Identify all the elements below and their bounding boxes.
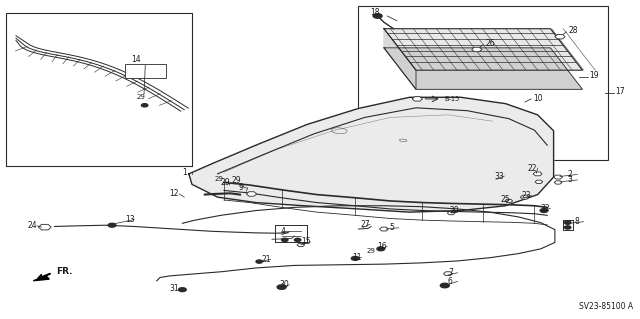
Circle shape [377,247,385,251]
Text: 29: 29 [232,176,241,185]
Text: B-15: B-15 [445,96,460,102]
Text: 16: 16 [378,242,387,251]
Polygon shape [554,175,563,179]
Text: 32: 32 [541,204,550,213]
Text: 2: 2 [568,170,572,179]
Text: 10: 10 [533,94,543,103]
Polygon shape [384,48,582,89]
Circle shape [564,226,571,229]
Polygon shape [472,47,482,52]
Text: 15: 15 [301,237,310,246]
Polygon shape [444,272,452,276]
Circle shape [108,223,116,227]
Circle shape [564,221,571,224]
Text: 13: 13 [125,215,134,224]
Text: 31: 31 [170,284,179,293]
Text: 19: 19 [589,71,598,80]
Text: 17: 17 [616,87,625,96]
Bar [6,13,192,166]
Text: 14: 14 [131,56,141,64]
Circle shape [294,238,301,241]
Text: 7: 7 [448,268,453,277]
Polygon shape [520,195,529,199]
Circle shape [540,209,548,212]
Circle shape [277,285,286,289]
Polygon shape [38,224,51,230]
Text: 23: 23 [522,191,531,200]
Text: 20: 20 [450,206,460,215]
Polygon shape [412,97,422,101]
Text: 21: 21 [261,255,271,264]
Text: 29: 29 [214,176,223,182]
Polygon shape [505,199,513,203]
Text: 22: 22 [528,164,538,173]
Text: 9: 9 [238,183,243,192]
Text: 3: 3 [568,175,573,184]
Circle shape [282,238,288,241]
Text: 5: 5 [389,223,394,232]
Text: 29: 29 [221,178,230,187]
Circle shape [440,283,449,288]
Text: 27: 27 [360,220,370,229]
Polygon shape [384,29,582,70]
Circle shape [179,288,186,292]
Text: 18: 18 [370,8,380,17]
Text: 11: 11 [352,253,362,262]
Polygon shape [535,180,543,183]
Circle shape [141,104,148,107]
Text: 6: 6 [448,277,453,286]
Text: 1: 1 [182,168,187,177]
Polygon shape [33,276,49,281]
Text: 29: 29 [367,248,376,254]
Polygon shape [533,172,542,176]
Text: 28: 28 [568,26,578,35]
Polygon shape [297,243,305,247]
Polygon shape [380,227,388,231]
Text: 25: 25 [500,195,510,204]
Text: FR.: FR. [56,267,73,276]
Text: 33: 33 [495,172,504,181]
Polygon shape [189,97,554,212]
Text: 26: 26 [485,39,495,48]
Polygon shape [447,211,455,215]
Text: 30: 30 [280,280,289,289]
Bar [358,6,608,160]
Polygon shape [246,192,257,196]
Polygon shape [555,34,565,39]
Text: 29: 29 [136,94,145,100]
Circle shape [373,14,382,18]
Bar [125,64,166,78]
Text: 4: 4 [280,227,285,236]
Text: SV23-85100 A: SV23-85100 A [579,302,634,311]
Circle shape [351,256,359,260]
Text: 8: 8 [574,217,579,226]
Polygon shape [554,181,562,184]
Circle shape [256,260,262,263]
Text: 24: 24 [28,221,37,230]
Polygon shape [384,29,416,89]
Text: 12: 12 [170,189,179,198]
